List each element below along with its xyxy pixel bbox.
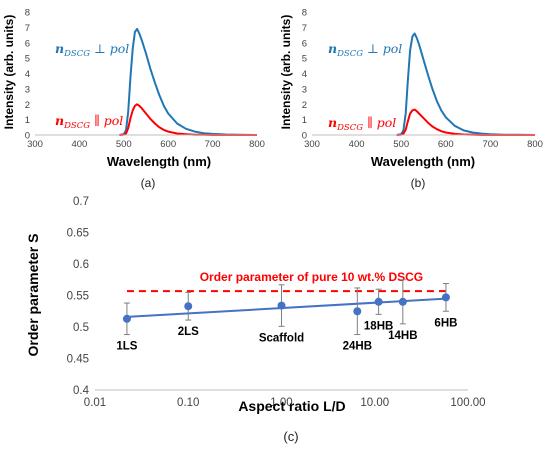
panel-c-x-tick-label: 10.00 bbox=[360, 397, 389, 409]
point-label: 6HB bbox=[434, 317, 457, 329]
panel-b-y-tick-label: 7 bbox=[302, 23, 307, 34]
panel-a-legend-parallel-text: nDSCG ∥ pol bbox=[55, 113, 123, 131]
data-point bbox=[184, 302, 193, 311]
panel-b-y-ticks: 0 1 2 3 4 5 6 7 8 bbox=[302, 8, 307, 142]
panel-c-y-tick-label: 0.4 bbox=[73, 385, 90, 397]
panel-b-y-tick-label: 2 bbox=[302, 100, 307, 111]
panel-b-x-tick-label: 600 bbox=[438, 139, 454, 150]
panel-a-y-tick-label: 7 bbox=[25, 23, 30, 34]
panel-b-label: (b) bbox=[411, 176, 426, 190]
panel-b-y-tick-label: 1 bbox=[302, 115, 307, 126]
panel-a-y-tick-label: 6 bbox=[25, 38, 30, 49]
point-label: 14HB bbox=[388, 330, 417, 342]
panel-c-x-tick-label: 100.00 bbox=[450, 397, 485, 409]
panel-a-y-tick-label: 5 bbox=[25, 54, 30, 65]
panel-a-x-tick-label: 400 bbox=[71, 139, 87, 150]
panel-a-y-tick-label: 8 bbox=[25, 8, 30, 19]
panel-b-legend-parallel-text: nDSCG ∥ pol bbox=[328, 115, 396, 133]
panel-b-x-tick-label: 800 bbox=[527, 139, 543, 150]
panel-c-x-axis-title: Aspect ratio L/D bbox=[238, 398, 345, 414]
panel-a-label: (a) bbox=[141, 176, 156, 190]
panel-b-perp-curve bbox=[396, 32, 536, 136]
panel-c-x-tick-label: 0.10 bbox=[177, 397, 199, 409]
panel-c-y-tick-label: 0.65 bbox=[67, 228, 89, 240]
panel-c-x-ticks: 0.01 0.10 1.00 10.00 100.00 bbox=[84, 397, 486, 409]
panel-c-y-tick-label: 0.55 bbox=[67, 291, 89, 303]
panel-a-y-ticks: 0 1 2 3 4 5 6 7 8 bbox=[25, 8, 30, 142]
panel-a-x-axis-title: Wavelength (nm) bbox=[107, 154, 211, 169]
panel-c-y-axis-title: Order parameter S bbox=[25, 234, 41, 357]
panel-a-legend-perp: nDSCG ⊥ pol bbox=[55, 41, 129, 59]
panel-a-x-tick-label: 700 bbox=[205, 139, 221, 150]
panel-b-y-tick-label: 5 bbox=[302, 54, 307, 65]
panel-b-x-ticks: 300 400 500 600 700 800 bbox=[304, 139, 543, 150]
panel-b-legend-perp: nDSCG ⊥ pol bbox=[328, 41, 402, 59]
panel-a-legend-perp-text: nDSCG ⊥ pol bbox=[55, 41, 129, 59]
panel-a-y-axis-title: Intensity (arb. units) bbox=[2, 15, 16, 130]
panel-c-x-tick-label: 1.00 bbox=[270, 397, 292, 409]
data-point bbox=[374, 297, 383, 306]
panel-a-legend-parallel: nDSCG ∥ pol bbox=[55, 113, 123, 131]
panel-a-y-tick-label: 0 bbox=[25, 131, 30, 142]
panel-b-legend-perp-text: nDSCG ⊥ pol bbox=[328, 41, 402, 59]
panel-b-spectrum-chart: 0 1 2 3 4 5 6 7 8 300 400 500 600 700 800 Wavelength … bbox=[279, 8, 543, 191]
panel-b-y-axis-title: Intensity (arb. units) bbox=[279, 15, 293, 130]
reference-label: Order parameter of pure 10 wt.% DSCG bbox=[200, 270, 423, 284]
panel-a-spectrum-chart: 0 1 2 3 4 5 6 7 8 300 400 500 600 700 800 Wavelength … bbox=[2, 8, 265, 191]
panel-a-x-tick-label: 800 bbox=[249, 139, 265, 150]
data-point bbox=[441, 293, 450, 302]
panel-b-x-tick-label: 400 bbox=[349, 139, 365, 150]
panel-b-legend-parallel: nDSCG ∥ pol bbox=[328, 115, 396, 133]
panel-c-y-tick-label: 0.45 bbox=[67, 354, 89, 366]
panel-b-x-axis-title: Wavelength (nm) bbox=[371, 154, 475, 169]
panel-b-y-tick-label: 0 bbox=[302, 131, 307, 142]
panel-c-x-tick-label: 0.01 bbox=[84, 397, 106, 409]
panel-b-x-tick-label: 700 bbox=[482, 139, 498, 150]
panel-a-y-tick-label: 2 bbox=[25, 100, 30, 111]
panel-a-y-tick-label: 1 bbox=[25, 115, 30, 126]
point-label: 2LS bbox=[178, 326, 199, 338]
point-label: 1LS bbox=[116, 341, 137, 353]
panel-a-y-tick-label: 4 bbox=[25, 69, 30, 80]
panel-b-y-tick-label: 3 bbox=[302, 84, 307, 95]
panel-c-y-tick-label: 0.5 bbox=[73, 322, 89, 334]
panel-c-label: (c) bbox=[283, 429, 298, 444]
point-label: 24HB bbox=[343, 341, 372, 353]
point-label: Scaffold bbox=[259, 332, 304, 344]
panel-b-y-tick-label: 6 bbox=[302, 38, 307, 49]
data-point bbox=[122, 314, 131, 323]
panel-c-y-ticks: 0.4 0.45 0.5 0.55 0.6 0.65 0.7 bbox=[67, 196, 90, 397]
panel-a-curves bbox=[119, 27, 258, 136]
fit-line bbox=[126, 297, 446, 318]
panel-a-perp-curve bbox=[119, 27, 258, 136]
panel-a-x-ticks: 300 400 500 600 700 800 bbox=[27, 139, 265, 150]
panel-b-x-tick-label: 500 bbox=[393, 139, 409, 150]
panel-a-x-tick-label: 600 bbox=[160, 139, 176, 150]
panel-c-y-tick-label: 0.6 bbox=[73, 259, 89, 271]
panel-a-x-tick-label: 300 bbox=[27, 139, 43, 150]
panel-b-y-tick-label: 4 bbox=[302, 69, 307, 80]
point-label: 18HB bbox=[364, 320, 393, 332]
panel-b-curves bbox=[396, 32, 536, 136]
panel-a-x-tick-label: 500 bbox=[116, 139, 132, 150]
data-point bbox=[398, 297, 407, 306]
panel-b-x-tick-label: 300 bbox=[304, 139, 320, 150]
panel-c-y-tick-label: 0.7 bbox=[73, 196, 89, 208]
panel-c-order-parameter-chart: 0.4 0.45 0.5 0.55 0.6 0.65 0.7 0.01 0.10 1.00 10.… bbox=[25, 196, 486, 444]
panel-b-y-tick-label: 8 bbox=[302, 8, 307, 19]
data-point bbox=[277, 301, 286, 310]
data-point bbox=[353, 307, 362, 316]
panel-a-y-tick-label: 3 bbox=[25, 84, 30, 95]
